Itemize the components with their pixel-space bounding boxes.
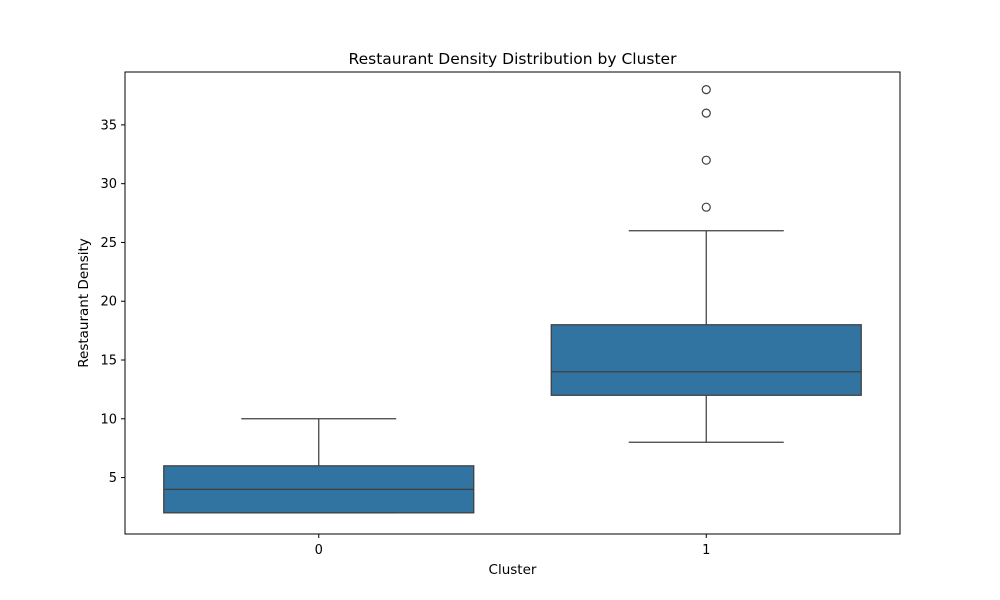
x-tick-label: 1 (702, 543, 710, 558)
y-tick-label: 35 (100, 118, 117, 133)
axes-frame (124, 71, 901, 535)
x-tick-label: 0 (315, 543, 323, 558)
y-tick-label: 30 (100, 177, 117, 192)
x-axis-label: Cluster (489, 562, 537, 578)
y-tick-label: 25 (100, 236, 117, 251)
y-axis: 5 10 15 20 25 30 35 (100, 118, 125, 486)
y-axis-label: Restaurant Density (76, 238, 92, 368)
plot-area (163, 85, 862, 514)
y-tick-label: 5 (109, 471, 117, 486)
outlier-point (701, 108, 711, 118)
chart-title: Restaurant Density Distribution by Clust… (349, 50, 678, 68)
y-tick-label: 20 (100, 295, 117, 310)
outlier-point (701, 202, 711, 212)
iqr-box (550, 324, 862, 396)
y-tick-label: 15 (100, 354, 117, 369)
box-group-cluster-0 (163, 418, 475, 514)
outlier-point (701, 85, 711, 95)
y-tick-label: 10 (100, 412, 117, 427)
outlier-point (701, 155, 711, 165)
box-group-cluster-1 (550, 85, 862, 443)
